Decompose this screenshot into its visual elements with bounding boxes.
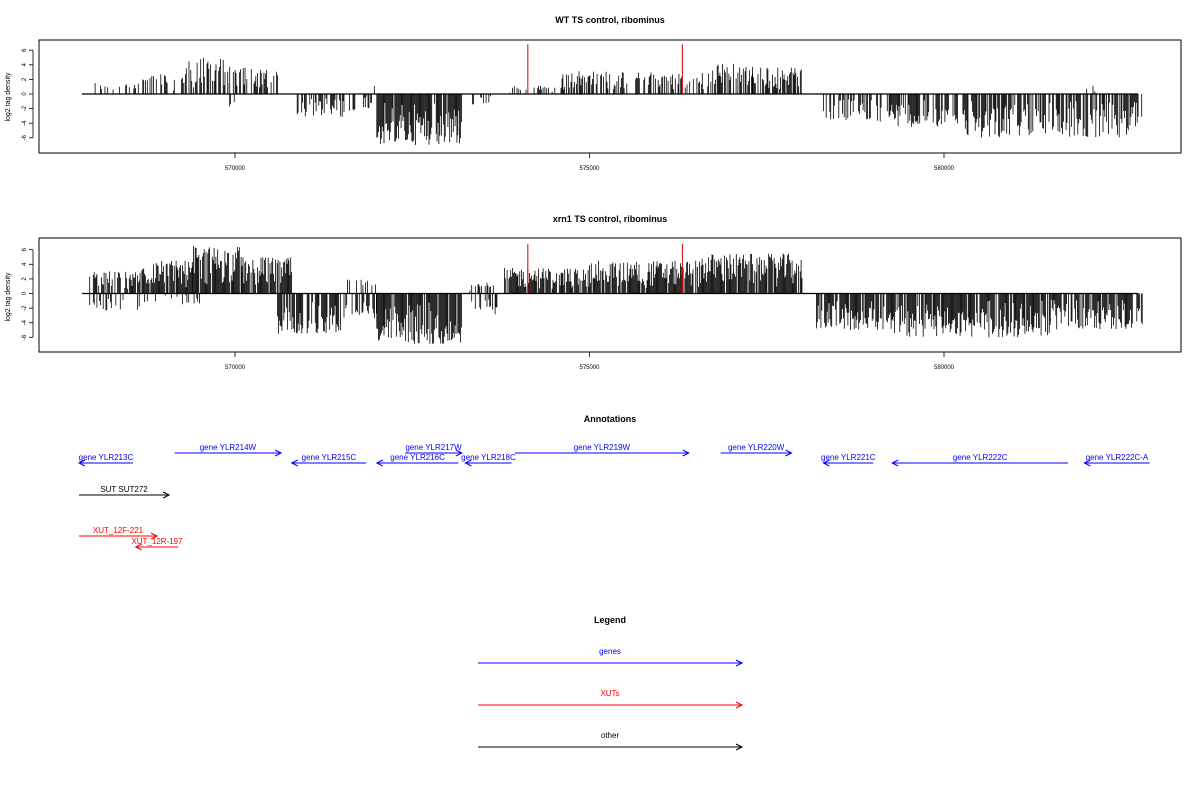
- gene-arrowhead: [785, 449, 793, 457]
- legend-arrowhead: [735, 659, 744, 667]
- gene-label: gene YLR213C: [79, 453, 134, 462]
- wt-track-title: WT TS control, ribominus: [555, 15, 665, 25]
- wt-y-tick-label: -6: [22, 134, 28, 140]
- xrn1-y-axis-label: log2 tag density: [5, 272, 12, 322]
- gene-feature: gene YLR216C: [375, 453, 459, 467]
- gene-arrowhead: [455, 449, 463, 457]
- legend-panel: Legend genes XUTs other: [478, 615, 744, 751]
- wt-axes: 6 4 2 0 -2 -4 -6 570000 575000 580000: [22, 48, 955, 172]
- gene-label: gene YLR218C: [461, 453, 516, 462]
- xut-feature: XUT_12F-221: [79, 526, 159, 540]
- xrn1-y-tick-label: 6: [22, 247, 28, 251]
- legend-item-xuts: XUTs: [478, 689, 744, 709]
- gene-arrowhead: [375, 459, 384, 467]
- wt-y-tick-label: 6: [22, 48, 28, 52]
- xrn1-y-tick-label: 0: [22, 291, 28, 295]
- legend-label: XUTs: [600, 689, 619, 698]
- gene-label: gene YLR214W: [200, 443, 257, 452]
- xrn1-y-tick-label: -6: [22, 334, 28, 340]
- xrn1-track-panel: xrn1 TS control, ribominus 6 4 2 0 -2 -4 -6 570…: [5, 214, 1182, 371]
- legend-item-genes: genes: [478, 647, 744, 667]
- xrn1-y-tick-label: -2: [22, 305, 28, 311]
- annotation-items: gene YLR213C gene YLR214W gene YLR215C gene…: [77, 443, 1150, 551]
- gene-feature: gene YLR220W: [720, 443, 793, 457]
- gene-feature: gene YLR222C: [891, 453, 1069, 467]
- other-label: SUT SUT272: [100, 485, 148, 494]
- gene-label: gene YLR217W: [405, 443, 462, 452]
- xrn1-plot-frame: [38, 237, 1182, 353]
- gene-arrowhead: [464, 459, 472, 467]
- wt-bars: [82, 44, 1143, 145]
- wt-y-tick-label: 4: [22, 62, 28, 66]
- wt-x-tick-label: 570000: [225, 166, 246, 172]
- legend-item-other: other: [478, 731, 744, 751]
- wt-y-tick-label: -2: [22, 105, 28, 111]
- xrn1-y-tick-label: -4: [22, 319, 28, 325]
- gene-feature: gene YLR222C-A: [1083, 453, 1150, 467]
- xrn1-axes: 6 4 2 0 -2 -4 -6 570000 575000 580000: [22, 247, 955, 371]
- gene-feature: gene YLR217W: [405, 443, 463, 457]
- gene-feature: gene YLR219W: [515, 443, 690, 457]
- xrn1-track-title: xrn1 TS control, ribominus: [553, 214, 668, 224]
- xut-arrowhead: [150, 532, 159, 540]
- other-arrowhead: [162, 491, 171, 499]
- xrn1-bars: [82, 243, 1143, 344]
- gene-label: gene YLR222C-A: [1086, 453, 1149, 462]
- legend-items: genes XUTs other: [478, 647, 744, 751]
- xrn1-y-tick-label: 2: [22, 277, 28, 281]
- wt-plot-frame: [38, 39, 1182, 154]
- gene-arrowhead: [891, 459, 899, 467]
- xrn1-y-tick-label: 4: [22, 262, 28, 266]
- legend-title: Legend: [594, 615, 626, 625]
- xut-feature: XUT_12R-197: [131, 537, 183, 551]
- legend-arrowhead: [735, 743, 744, 751]
- gene-arrowhead: [822, 459, 830, 467]
- wt-x-tick-label: 580000: [934, 166, 955, 172]
- xrn1-x-tick-label: 580000: [934, 365, 955, 371]
- gene-label: gene YLR216C: [390, 453, 445, 462]
- wt-y-axis-label: log2 tag density: [5, 72, 12, 122]
- annotations-title: Annotations: [584, 414, 637, 424]
- wt-y-tick-label: 2: [22, 77, 28, 81]
- gene-label: gene YLR215C: [302, 453, 357, 462]
- legend-arrowhead: [735, 701, 744, 709]
- gene-feature: gene YLR215C: [290, 453, 367, 467]
- wt-y-tick-label: 0: [22, 92, 28, 96]
- xut-arrowhead: [134, 543, 142, 551]
- gene-label: gene YLR222C: [953, 453, 1008, 462]
- xut-label: XUT_12R-197: [131, 537, 183, 546]
- xrn1-x-tick-label: 575000: [579, 365, 600, 371]
- gene-feature: gene YLR214W: [174, 443, 283, 457]
- gene-feature: gene YLR218C: [461, 453, 516, 467]
- gene-arrowhead: [77, 459, 86, 467]
- gene-feature: gene YLR213C: [77, 453, 134, 467]
- gene-arrowhead: [682, 449, 690, 457]
- legend-label: genes: [599, 647, 621, 656]
- gene-arrowhead: [290, 459, 298, 467]
- xut-label: XUT_12F-221: [93, 526, 144, 535]
- gene-feature: gene YLR221C: [821, 453, 876, 467]
- wt-track-panel: WT TS control, ribominus 6 4 2 0 -2 -4 -6 57000…: [5, 15, 1182, 172]
- wt-x-tick-label: 575000: [579, 166, 600, 172]
- xrn1-x-tick-label: 570000: [225, 365, 246, 371]
- gene-label: gene YLR220W: [728, 443, 785, 452]
- wt-y-tick-label: -4: [22, 120, 28, 126]
- gene-label: gene YLR221C: [821, 453, 876, 462]
- legend-label: other: [601, 731, 620, 740]
- gene-arrowhead: [274, 449, 283, 457]
- other-feature: SUT SUT272: [79, 485, 171, 499]
- gene-arrowhead: [1083, 459, 1091, 467]
- gene-label: gene YLR219W: [574, 443, 631, 452]
